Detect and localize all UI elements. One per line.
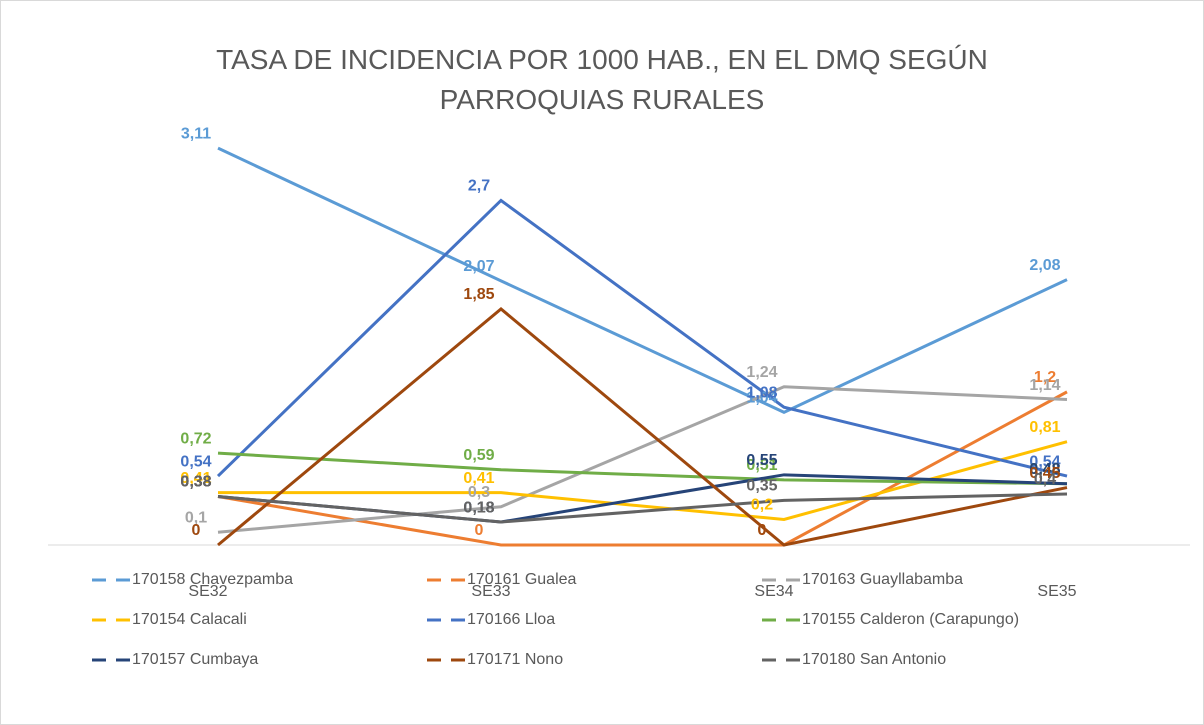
data-label: 0 <box>475 522 484 539</box>
data-label: 0,2 <box>751 497 773 514</box>
data-label: 1,24 <box>746 364 777 381</box>
data-label: 0,18 <box>463 499 494 516</box>
series-line <box>216 198 1068 478</box>
data-label: 0,45 <box>1029 465 1060 482</box>
legend-label: 170158 Chavezpamba <box>132 571 293 588</box>
legend-label: 170163 Guayllabamba <box>802 571 963 588</box>
data-label: 0,41 <box>180 470 211 487</box>
data-label: 0 <box>192 522 201 539</box>
legend-label: 170155 Calderon (Carapungo) <box>802 611 1019 628</box>
chart-title: TASA DE INCIDENCIA POR 1000 HAB., EN EL … <box>216 44 988 115</box>
data-label: 0,18 <box>463 499 494 516</box>
legend-label: 170154 Calacali <box>132 611 247 628</box>
data-label: 2,08 <box>1029 257 1060 274</box>
data-label: 2,7 <box>468 178 490 195</box>
data-label: 0,81 <box>1029 419 1060 436</box>
series-line <box>217 451 1068 486</box>
data-label: 0,35 <box>746 478 777 495</box>
legend-label: 170161 Gualea <box>467 571 577 588</box>
data-label: 0,38 <box>180 474 211 491</box>
data-label: 2,07 <box>463 258 494 275</box>
x-tick-label: SE33 <box>471 583 510 600</box>
series-line <box>217 385 1068 534</box>
legend-label: 170166 Lloa <box>467 611 555 628</box>
data-label: 1,08 <box>746 384 777 401</box>
x-tick-label: SE35 <box>1037 583 1076 600</box>
data-label: 1,14 <box>1029 377 1060 394</box>
data-label: 0 <box>758 522 767 539</box>
x-tick-label: SE32 <box>188 583 227 600</box>
series-line <box>217 306 1068 547</box>
data-label: 0,3 <box>468 484 490 501</box>
data-label: 0,54 <box>1029 453 1060 470</box>
legend-label: 170157 Cumbaya <box>132 651 258 668</box>
data-label: 0,59 <box>463 447 494 464</box>
series-line <box>217 492 1068 524</box>
data-label: 0,1 <box>185 509 207 526</box>
x-tick-label: SE34 <box>754 583 793 600</box>
series-line <box>217 146 1068 414</box>
legend-label: 170171 Nono <box>467 651 563 668</box>
data-label: 1,2 <box>1034 369 1056 386</box>
legend-label: 170180 San Antonio <box>802 651 946 668</box>
data-label: 0 <box>758 522 767 539</box>
data-label: 0,38 <box>180 474 211 491</box>
data-label: 0,72 <box>180 430 211 447</box>
data-label: 0,55 <box>746 452 777 469</box>
data-label: 0,51 <box>746 457 777 474</box>
data-label: 0,38 <box>180 474 211 491</box>
data-label: 3,11 <box>181 125 211 142</box>
data-label: 0,41 <box>463 470 494 487</box>
data-label: 0,48 <box>1029 461 1060 478</box>
data-label: 0,48 <box>1029 461 1060 478</box>
data-label: 1,04 <box>746 390 777 407</box>
data-label: 1,85 <box>463 286 494 303</box>
data-label: 0,4 <box>1034 471 1056 488</box>
data-label: 0,54 <box>180 453 211 470</box>
